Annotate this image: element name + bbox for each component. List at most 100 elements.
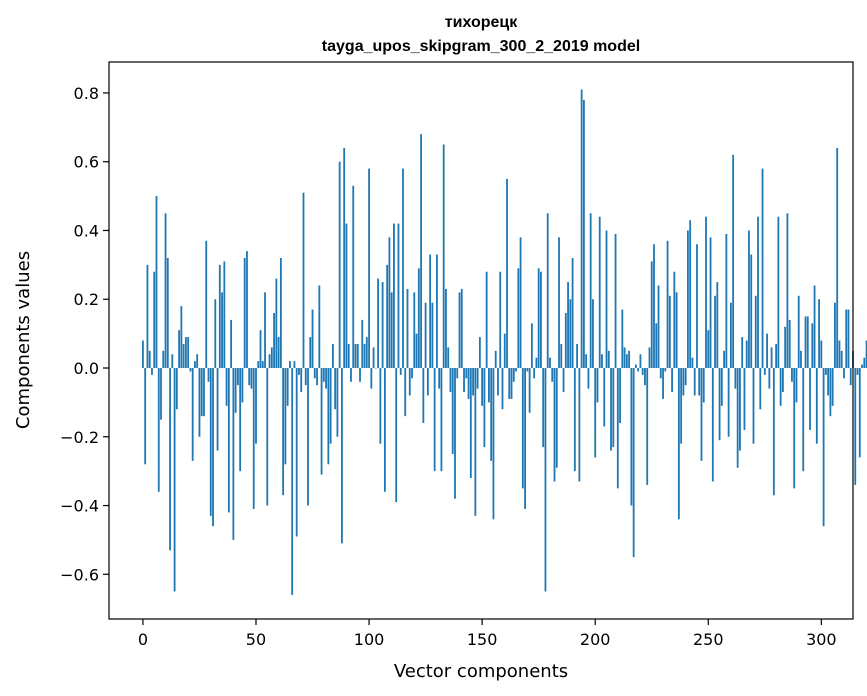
bar (677, 368, 680, 520)
bar (537, 268, 540, 369)
bar (795, 368, 798, 403)
bar (388, 237, 391, 368)
y-tick-label: −0.6 (60, 565, 99, 584)
bar (714, 295, 716, 368)
bar (436, 254, 438, 368)
bar (483, 368, 486, 448)
bar (745, 340, 748, 369)
bar (813, 285, 816, 369)
bar (797, 295, 800, 368)
bar (374, 368, 377, 369)
bar (442, 144, 445, 369)
bar (449, 368, 452, 393)
bar (802, 368, 805, 472)
bar (198, 368, 201, 437)
bar (160, 368, 162, 420)
bar (413, 292, 416, 368)
bar (381, 282, 384, 369)
bar (732, 154, 735, 368)
bar (571, 257, 574, 368)
bar (171, 354, 174, 368)
bar (849, 368, 852, 386)
x-tick-label: 150 (467, 630, 498, 649)
bar (818, 299, 820, 369)
bar (497, 368, 499, 396)
bar (142, 340, 144, 369)
bar (838, 340, 841, 369)
bar (298, 368, 300, 375)
y-tick-label: 0.8 (74, 84, 99, 103)
bar (582, 99, 585, 369)
bar (784, 326, 787, 369)
bar (300, 368, 303, 393)
bar (169, 368, 171, 551)
bar (562, 368, 565, 393)
bar (711, 368, 714, 482)
bar (377, 278, 380, 369)
bar (696, 244, 698, 369)
bar (621, 309, 624, 369)
bar (650, 261, 653, 369)
bar (524, 368, 526, 509)
bar (664, 368, 667, 372)
bar (865, 340, 867, 369)
bar (415, 333, 418, 368)
bar (402, 168, 404, 369)
bar (734, 368, 737, 389)
bar (246, 251, 248, 368)
bar (361, 319, 364, 369)
bar (261, 361, 264, 369)
bar (560, 343, 563, 369)
bar (612, 368, 615, 448)
bar (166, 257, 169, 368)
bar (750, 254, 753, 368)
bar (467, 368, 470, 399)
bar (252, 368, 255, 509)
bar (214, 299, 217, 369)
bar (316, 368, 318, 386)
bar (295, 368, 298, 537)
bar (815, 368, 818, 444)
bar (781, 368, 784, 393)
bar (668, 295, 671, 368)
bar (492, 368, 495, 520)
bar (540, 271, 542, 368)
bar (463, 368, 465, 393)
bar (356, 343, 359, 369)
bar (641, 368, 644, 375)
bar (465, 368, 468, 379)
bar (345, 223, 348, 369)
bar (205, 240, 208, 369)
bar (440, 368, 443, 472)
bar (279, 257, 282, 368)
bar (644, 368, 646, 386)
bar (515, 368, 517, 372)
bar (748, 230, 750, 369)
bar (494, 350, 497, 368)
bar (232, 368, 235, 540)
y-axis-ticks: −0.6 −0.4 −0.2 0.0 0.2 0.4 0.6 0.8 (60, 84, 109, 584)
bar (184, 337, 187, 368)
chart-subtitle: tayga_upos_skipgram_300_2_2019 model (322, 38, 640, 55)
bar (426, 368, 429, 396)
bar (257, 361, 260, 369)
bar (417, 268, 420, 369)
bar (861, 364, 863, 369)
bar (757, 216, 759, 368)
bar (255, 368, 257, 444)
bar (275, 278, 278, 369)
bar (241, 368, 244, 403)
bar (567, 282, 569, 369)
bar (259, 330, 262, 369)
bar (488, 368, 490, 403)
y-tick-label: 0.2 (74, 290, 99, 309)
bar (460, 288, 463, 369)
bar (223, 261, 226, 369)
bar (379, 368, 382, 444)
bar (655, 323, 658, 369)
bar (282, 368, 285, 496)
bar (476, 368, 479, 389)
bar (354, 343, 357, 369)
bar (191, 368, 194, 461)
